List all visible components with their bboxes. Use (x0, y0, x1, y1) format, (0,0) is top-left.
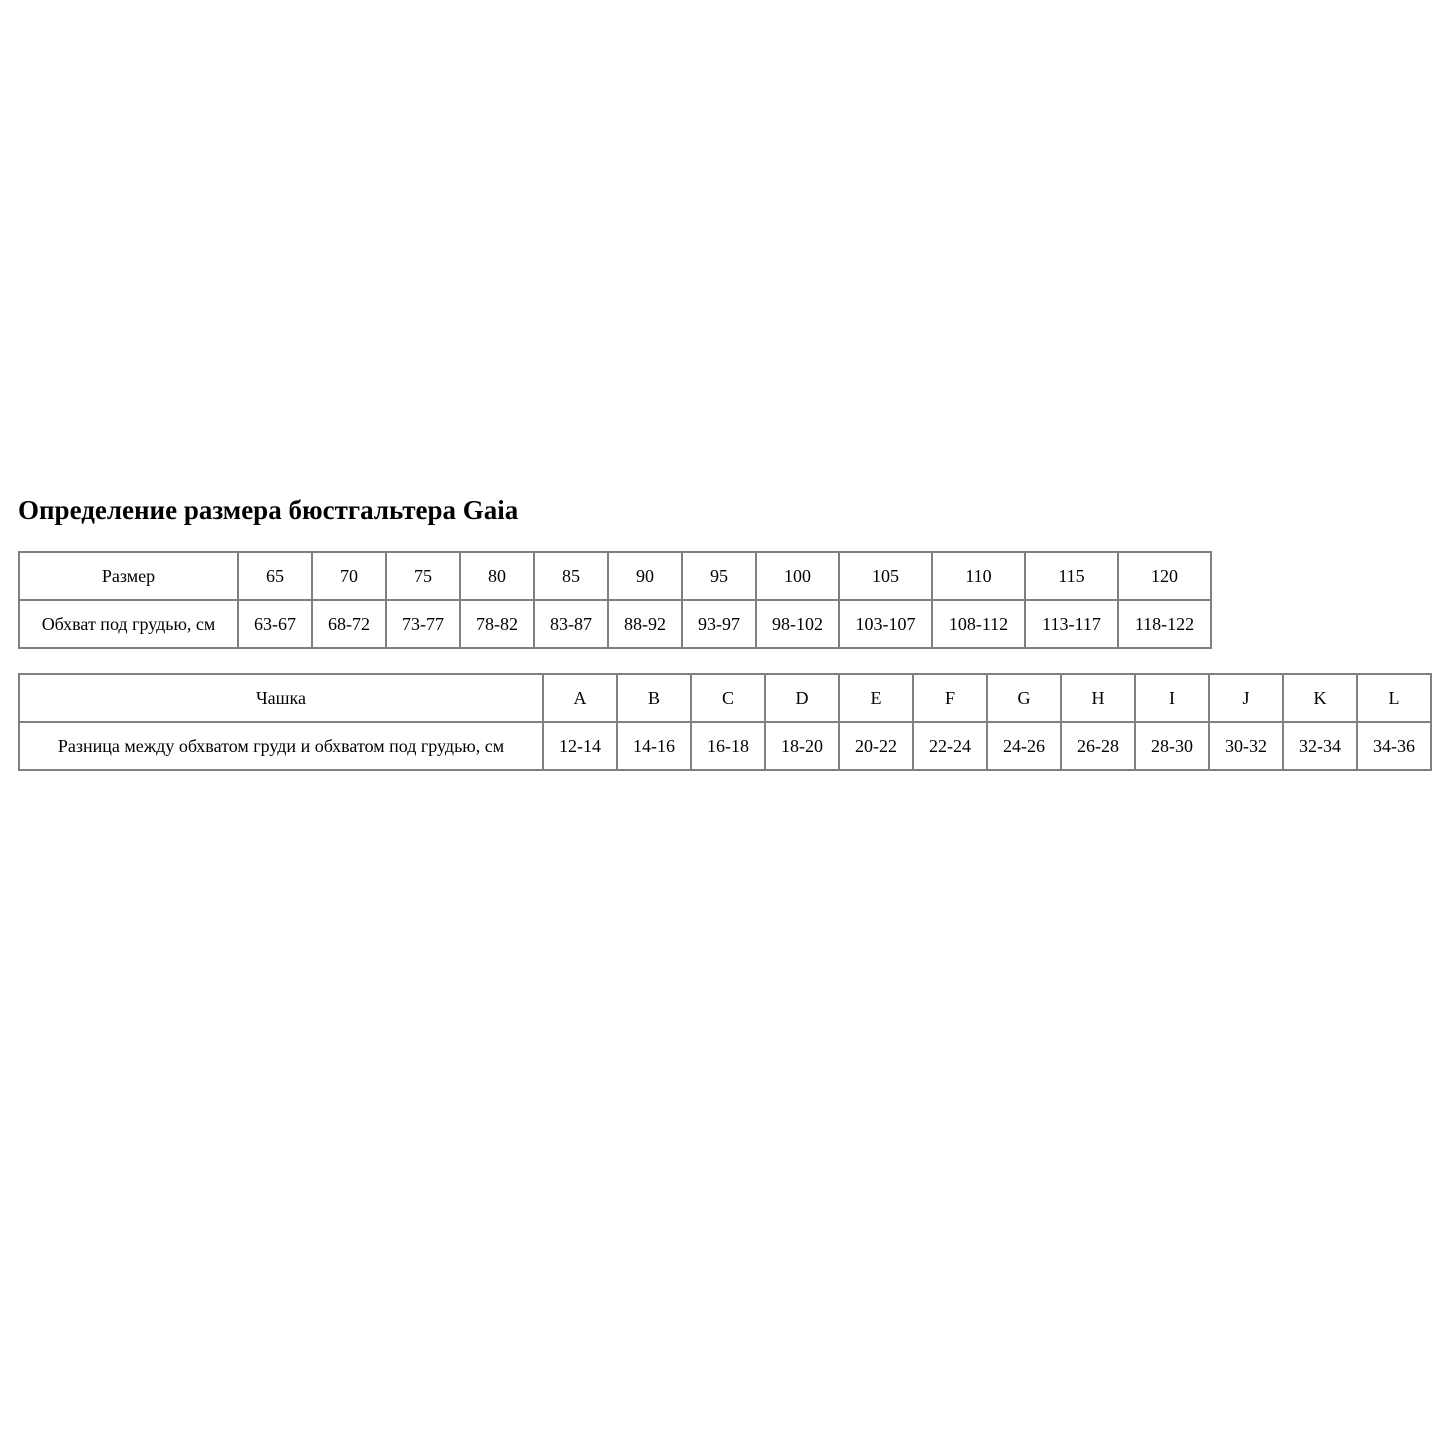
size-cell: 120 (1117, 551, 1212, 601)
underbust-cell: 68-72 (311, 599, 387, 649)
page-title: Определение размера бюстгальтера Gaia (18, 495, 519, 525)
cup-cell: K (1282, 673, 1358, 723)
difference-row: Разница между обхватом груди и обхватом … (18, 721, 1432, 771)
cup-cell: I (1134, 673, 1210, 723)
difference-cell: 30-32 (1208, 721, 1284, 771)
size-cell: 100 (755, 551, 840, 601)
underbust-cell: 83-87 (533, 599, 609, 649)
cup-cell: C (690, 673, 766, 723)
underbust-row: Обхват под грудью, см 63-67 68-72 73-77 78-… (18, 599, 1212, 649)
size-cell: 95 (681, 551, 757, 601)
underbust-cell: 78-82 (459, 599, 535, 649)
cup-cell: A (542, 673, 618, 723)
difference-cell: 26-28 (1060, 721, 1136, 771)
cup-cell: J (1208, 673, 1284, 723)
cup-cell: L (1356, 673, 1432, 723)
size-cell: 65 (237, 551, 313, 601)
difference-cell: 22-24 (912, 721, 988, 771)
cup-cell: B (616, 673, 692, 723)
row-header-size: Размер (18, 551, 239, 601)
difference-cell: 18-20 (764, 721, 840, 771)
difference-cell: 34-36 (1356, 721, 1432, 771)
underbust-cell: 73-77 (385, 599, 461, 649)
underbust-cell: 118-122 (1117, 599, 1212, 649)
size-cell: 85 (533, 551, 609, 601)
difference-cell: 16-18 (690, 721, 766, 771)
cup-cell: H (1060, 673, 1136, 723)
band-size-table: Размер 65 70 75 80 85 90 95 100 105 110 115 120 Обх… (18, 551, 1212, 649)
size-cell: 90 (607, 551, 683, 601)
difference-cell: 28-30 (1134, 721, 1210, 771)
underbust-cell: 113-117 (1024, 599, 1119, 649)
cup-cell: G (986, 673, 1062, 723)
size-cell: 75 (385, 551, 461, 601)
row-header-cup: Чашка (18, 673, 544, 723)
underbust-cell: 93-97 (681, 599, 757, 649)
underbust-cell: 63-67 (237, 599, 313, 649)
row-header-difference: Разница между обхватом груди и обхватом … (18, 721, 544, 771)
cup-cell: D (764, 673, 840, 723)
size-row: Размер 65 70 75 80 85 90 95 100 105 110 115 120 (18, 551, 1212, 601)
size-cell: 110 (931, 551, 1026, 601)
underbust-cell: 103-107 (838, 599, 933, 649)
difference-cell: 32-34 (1282, 721, 1358, 771)
underbust-cell: 98-102 (755, 599, 840, 649)
underbust-cell: 108-112 (931, 599, 1026, 649)
cup-cell: E (838, 673, 914, 723)
difference-cell: 14-16 (616, 721, 692, 771)
cup-cell: F (912, 673, 988, 723)
difference-cell: 12-14 (542, 721, 618, 771)
size-cell: 105 (838, 551, 933, 601)
size-cell: 80 (459, 551, 535, 601)
difference-cell: 24-26 (986, 721, 1062, 771)
size-cell: 115 (1024, 551, 1119, 601)
underbust-cell: 88-92 (607, 599, 683, 649)
row-header-underbust: Обхват под грудью, см (18, 599, 239, 649)
difference-cell: 20-22 (838, 721, 914, 771)
size-cell: 70 (311, 551, 387, 601)
